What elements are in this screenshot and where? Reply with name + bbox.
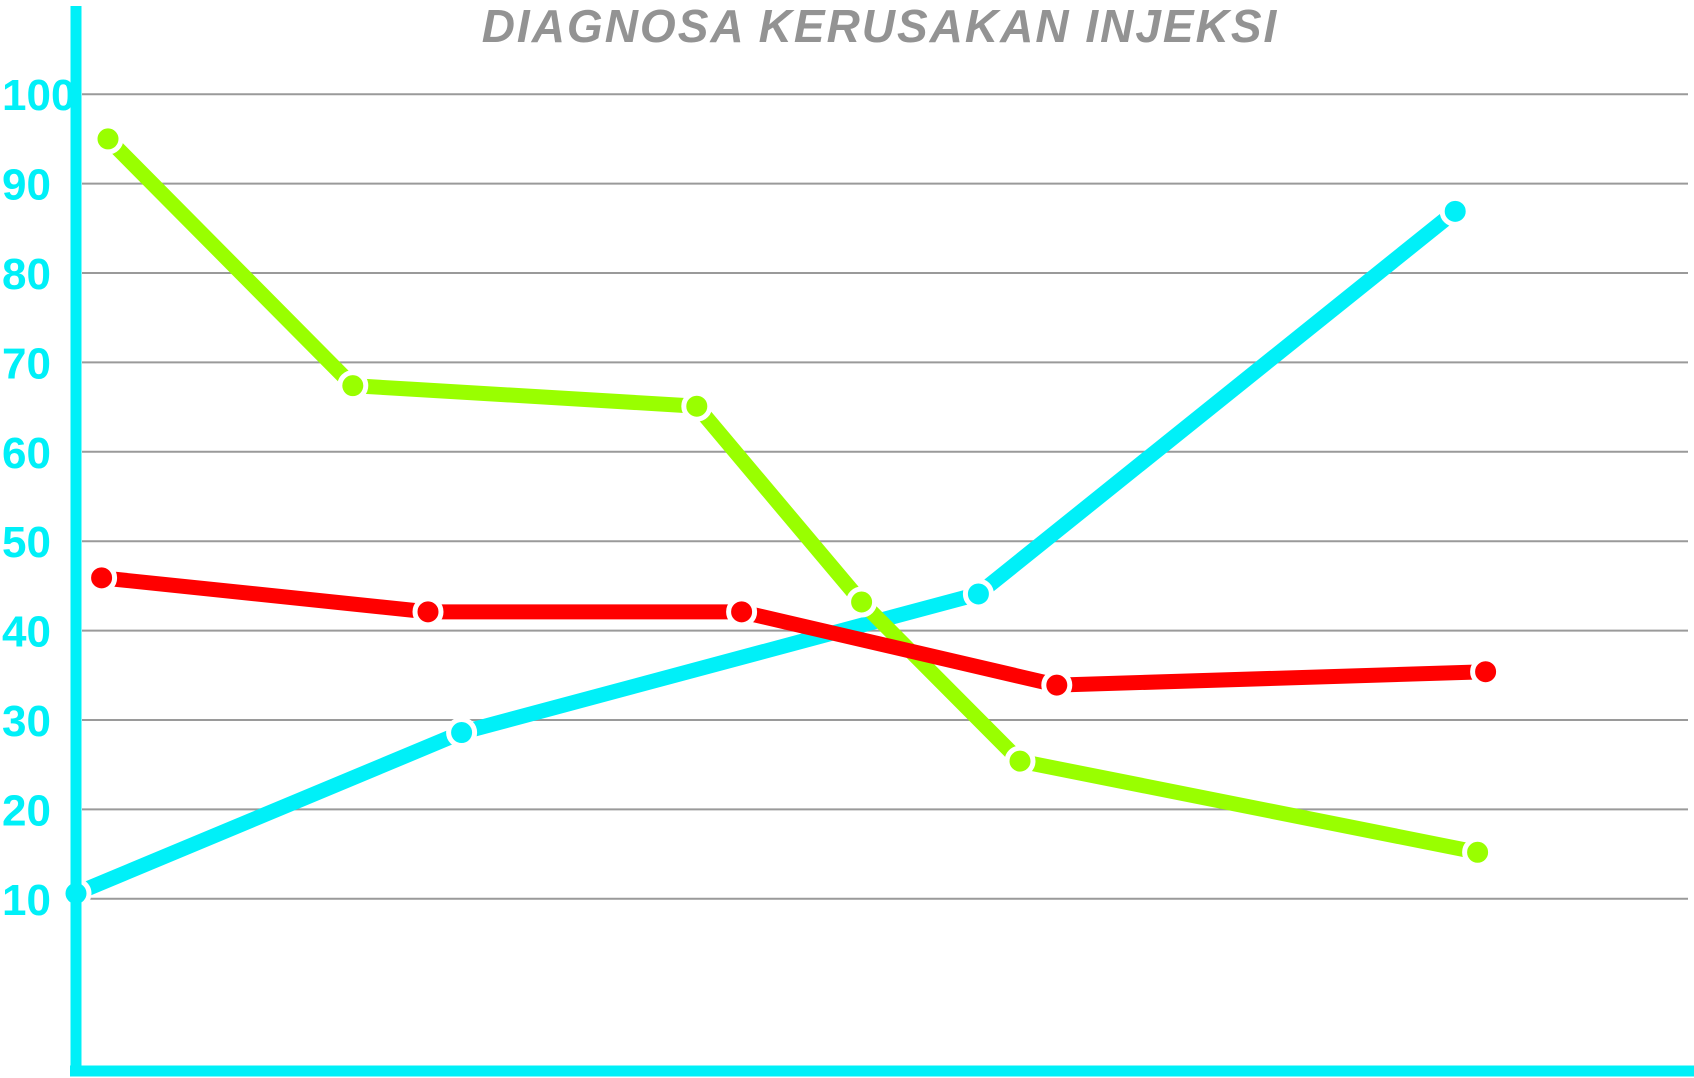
series-2-point-0 [86,562,118,594]
y-tick-label-30: 30 [2,697,51,746]
series-2-point-4 [1470,656,1502,688]
series-2-point-1 [412,596,444,628]
series-1-point-4 [1004,745,1036,777]
gridlines [82,93,1688,900]
y-tick-label-40: 40 [2,608,51,657]
series-0-point-1 [446,717,478,749]
series-2-point-2 [726,596,758,628]
y-tick-label-60: 60 [2,429,51,478]
series-layer [60,123,1502,909]
series-2 [86,562,1502,701]
series-1-point-5 [1462,836,1494,868]
series-0-line [73,205,1460,901]
y-tick-label-80: 80 [2,250,51,299]
y-tick-label-50: 50 [2,518,51,567]
y-tick-label-70: 70 [2,339,51,388]
series-1 [92,123,1494,868]
y-tick-label-90: 90 [2,161,51,210]
y-tick-label-10: 10 [2,876,51,925]
y-tick-label-20: 20 [2,786,51,835]
y-tick-label-100: 100 [2,71,75,120]
series-1-line [102,133,1480,860]
series-1-point-3 [846,586,878,618]
series-1-point-1 [337,370,369,402]
series-2-point-3 [1041,669,1073,701]
chart-title: DIAGNOSA KERUSAKAN INJEKSI [482,0,1279,52]
series-0-point-3 [1439,195,1471,227]
series-1-point-0 [92,123,124,155]
series-0-point-2 [962,578,994,610]
y-axis-ticks: 10 20 30 40 50 60 70 80 90 100 [2,71,75,925]
series-1-point-2 [681,390,713,422]
axes [70,6,1694,1077]
